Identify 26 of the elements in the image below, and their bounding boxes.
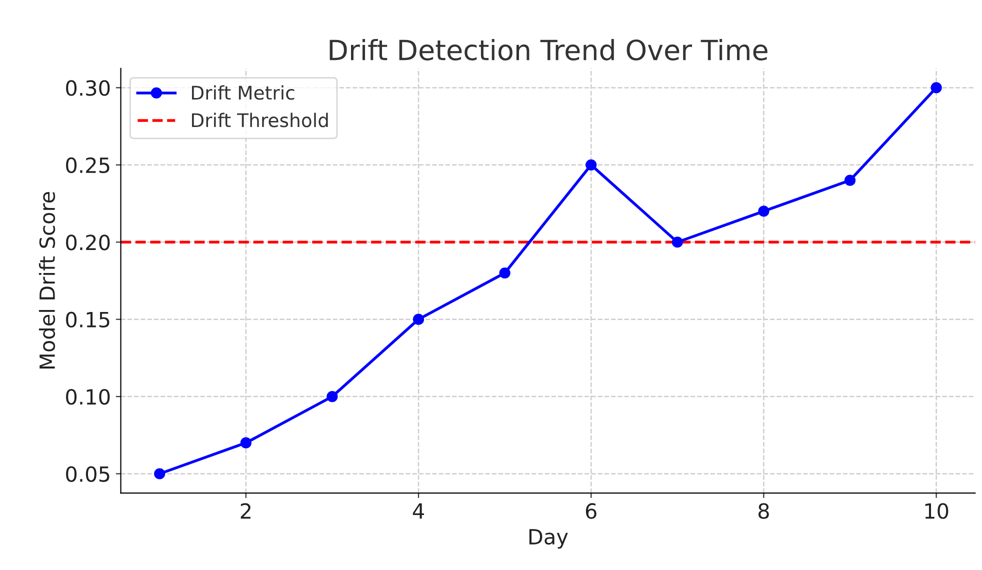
y-tick-label: 0.05 xyxy=(66,466,110,482)
y-tick-label: 0.10 xyxy=(66,388,110,405)
x-tick-label: 4 xyxy=(412,503,424,519)
point xyxy=(154,468,166,480)
y-axis-title: Model Drift Score xyxy=(38,192,56,369)
legend-label: Drift Metric xyxy=(192,85,294,100)
point xyxy=(844,174,856,186)
x-tick-label: 10 xyxy=(925,503,948,519)
point xyxy=(672,236,683,248)
x-tick-label: 8 xyxy=(758,503,769,519)
legend-label: Drift Threshold xyxy=(192,112,328,128)
x-axis-title: Day xyxy=(529,529,568,549)
chart-title: Drift Detection Trend Over Time xyxy=(330,38,768,60)
y-tick-label: 0.20 xyxy=(66,234,110,250)
y-tick-label: 0.25 xyxy=(66,157,110,174)
point xyxy=(412,314,424,325)
x-tick-label: 2 xyxy=(240,503,250,519)
point xyxy=(758,206,770,217)
point xyxy=(930,82,942,94)
y-tick-label: 0.15 xyxy=(66,312,110,328)
point xyxy=(586,159,597,170)
point xyxy=(499,267,510,279)
point xyxy=(326,390,338,402)
point xyxy=(240,437,252,448)
y-tick-label: 0.30 xyxy=(66,80,110,96)
x-tick-label: 6 xyxy=(586,503,596,519)
